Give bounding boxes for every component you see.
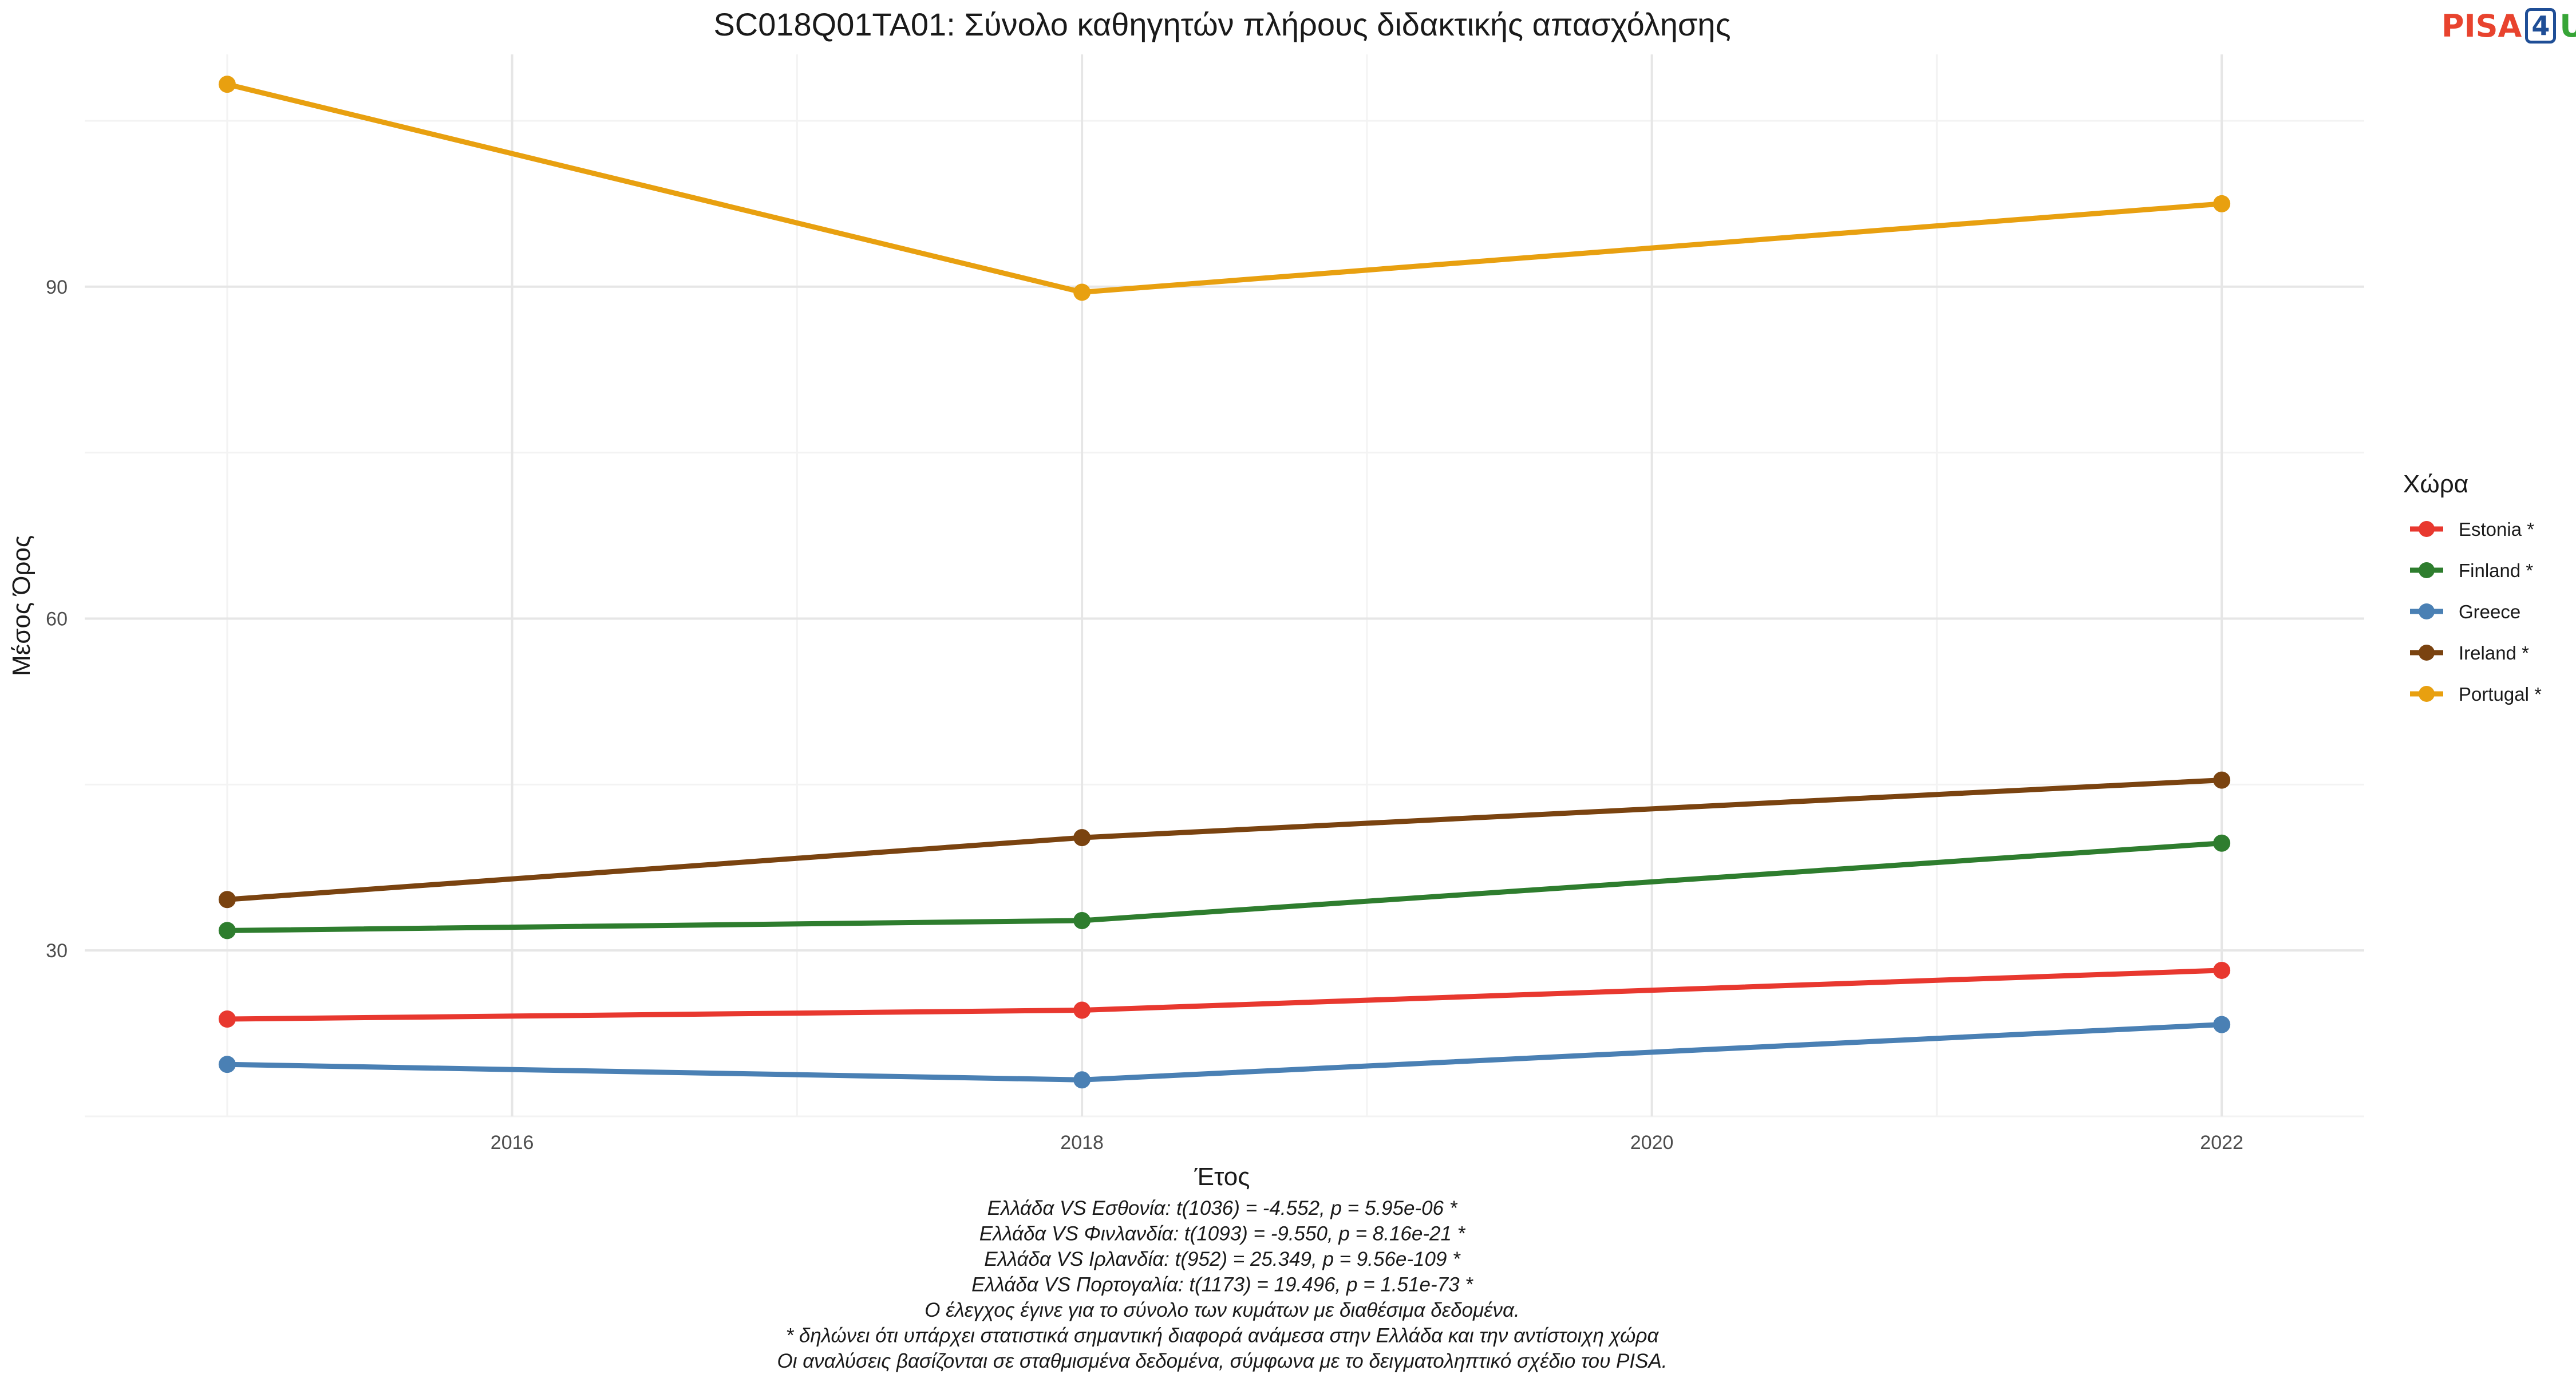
data-point	[2213, 1016, 2231, 1033]
legend-key-point	[2419, 521, 2435, 537]
data-point	[2213, 771, 2231, 789]
legend-item: Finland *	[2410, 560, 2533, 581]
footnote-line: Ελλάδα VS Εσθονία: t(1036) = -4.552, p =…	[987, 1197, 1458, 1219]
footnotes: Ελλάδα VS Εσθονία: t(1036) = -4.552, p =…	[777, 1197, 1667, 1372]
logo-text-pisa: PISA	[2441, 7, 2522, 44]
y-tick-label: 30	[46, 940, 68, 962]
data-point	[218, 76, 236, 93]
pisa4u-logo: PISA 4 U	[2441, 6, 2576, 46]
legend-key-point	[2419, 645, 2435, 661]
legend-label: Finland *	[2459, 560, 2533, 581]
series-portugal	[218, 76, 2231, 301]
data-point	[218, 922, 236, 939]
footnote-line: Ελλάδα VS Φινλανδία: t(1093) = -9.550, p…	[979, 1223, 1466, 1245]
grid	[85, 54, 2364, 1118]
data-point	[1073, 283, 1091, 301]
data-point	[2213, 195, 2231, 212]
axes: 2016 2018 2020 2022 30 60 90	[46, 277, 2243, 1154]
series-line	[224, 777, 2225, 902]
data-point	[218, 1010, 236, 1028]
legend-key-point	[2419, 562, 2435, 578]
data-point	[1073, 1071, 1091, 1089]
legend-label: Ireland *	[2459, 642, 2529, 664]
y-tick-label: 90	[46, 277, 68, 298]
legend-item: Portugal *	[2410, 684, 2542, 705]
x-tick-label: 2022	[2200, 1132, 2243, 1154]
data-point	[2213, 961, 2231, 979]
legend-label: Portugal *	[2459, 684, 2542, 705]
data-point	[1073, 829, 1091, 847]
series-estonia	[218, 961, 2231, 1028]
series-finland	[218, 834, 2231, 939]
footnote-line: Ο έλεγχος έγινε για το σύνολο των κυμάτω…	[924, 1299, 1520, 1321]
data-point	[218, 891, 236, 909]
x-tick-label: 2018	[1060, 1132, 1104, 1154]
legend: Χώρα Estonia * Finland * Greece Ireland * Po…	[2403, 470, 2542, 705]
x-tick-label: 2020	[1630, 1132, 1674, 1154]
legend-label: Greece	[2459, 601, 2520, 622]
x-axis-label: Έτος	[1194, 1163, 1250, 1191]
footnote-line: Ελλάδα VS Ιρλανδία: t(952) = 25.349, p =…	[984, 1248, 1461, 1270]
legend-key-point	[2419, 603, 2435, 619]
logo-text-u: U	[2559, 7, 2576, 44]
data-point	[218, 1056, 236, 1073]
legend-item: Estonia *	[2410, 519, 2534, 540]
logo-text-4: 4	[2525, 8, 2557, 44]
series-line	[224, 1022, 2225, 1083]
footnote-line: * δηλώνει ότι υπάρχει στατιστικά σημαντι…	[786, 1325, 1660, 1347]
data-point	[1073, 1001, 1091, 1019]
series-greece	[218, 1016, 2231, 1089]
footnote-line: Ελλάδα VS Πορτογαλία: t(1173) = 19.496, …	[971, 1274, 1473, 1296]
legend-key-point	[2419, 686, 2435, 702]
x-tick-label: 2016	[491, 1132, 534, 1154]
legend-title: Χώρα	[2403, 470, 2468, 498]
series-ireland	[218, 771, 2231, 909]
data-point	[2213, 834, 2231, 852]
legend-item: Ireland *	[2410, 642, 2529, 664]
series-line	[224, 968, 2225, 1022]
data-point	[1073, 911, 1091, 929]
y-tick-label: 60	[46, 608, 68, 630]
legend-item: Greece	[2410, 601, 2520, 622]
legend-label: Estonia *	[2459, 519, 2534, 540]
y-axis-label: Μέσος Όρος	[7, 535, 35, 676]
series-layer	[218, 76, 2231, 1089]
series-line	[224, 840, 2225, 933]
footnote-line: Οι αναλύσεις βασίζονται σε σταθμισμένα δ…	[777, 1350, 1667, 1372]
series-line	[224, 81, 2225, 295]
chart-title: SC018Q01TA01: Σύνολο καθηγητών πλήρους δ…	[713, 6, 1730, 42]
